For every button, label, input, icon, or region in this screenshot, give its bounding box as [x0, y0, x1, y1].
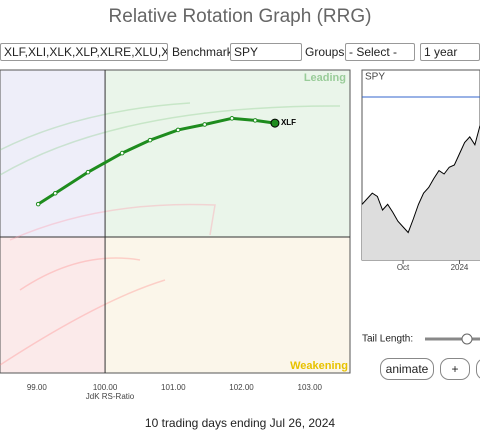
area [362, 125, 480, 260]
quadrant [0, 70, 105, 237]
point [147, 137, 153, 143]
x-tick-label: 2024 [451, 263, 469, 272]
point [175, 127, 181, 133]
quadrant [0, 237, 105, 373]
point [35, 201, 41, 207]
quadrant [105, 237, 350, 373]
point [229, 116, 235, 121]
symbols-input[interactable]: XLF,XLI,XLK,XLP,XLRE,XLU,XLV,XL [0, 43, 168, 61]
x-tick-label: 100.00 [93, 383, 118, 392]
line [37, 116, 276, 206]
x-tick-label: 99.00 [27, 383, 48, 392]
point [202, 122, 207, 127]
plot-frame [0, 69, 351, 374]
point [252, 118, 258, 123]
point [270, 118, 280, 128]
slider-knob[interactable] [461, 333, 473, 345]
groups-label: Groups: [305, 45, 348, 59]
quadrant [105, 70, 350, 237]
benchmark-input[interactable]: SPY [230, 43, 302, 61]
faded-tails [0, 102, 341, 366]
animate-button[interactable]: animate [380, 358, 434, 380]
x-axis-label: JdK RS-Ratio [86, 392, 135, 401]
title: Relative Rotation Graph (RRG) [108, 6, 372, 27]
point [85, 169, 91, 175]
line [361, 125, 480, 234]
groups-select[interactable]: - Select - [345, 43, 415, 61]
footer: 10 trading days ending Jul 26, 2024 [145, 416, 335, 430]
x-tick-label: 103.00 [298, 383, 323, 392]
point [119, 150, 125, 156]
quadrant-label: Weakening [290, 360, 348, 372]
x-tick-label: Oct [397, 263, 410, 272]
series-label: XLF [281, 118, 296, 127]
x-tick-label: 101.00 [161, 383, 186, 392]
benchmark-label: Benchmark: [172, 45, 237, 59]
plus-button[interactable]: + [440, 358, 470, 380]
period-select[interactable]: 1 year [420, 43, 480, 61]
spy-title: SPY [365, 72, 385, 83]
point [52, 190, 58, 196]
quadrant-label: Leading [304, 72, 346, 84]
tail-label: Tail Length: [362, 334, 413, 345]
x-tick-label: 102.00 [229, 383, 254, 392]
